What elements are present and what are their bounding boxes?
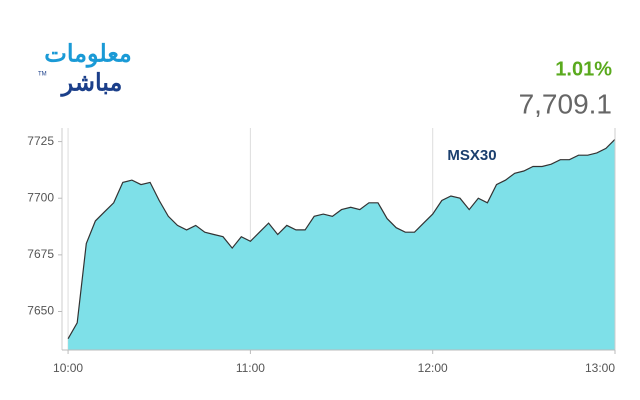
- x-tick-label: 11:00: [236, 361, 265, 375]
- logo-text: مباشر: [60, 69, 123, 97]
- x-tick-label: 13:00: [585, 361, 615, 375]
- area-fill: [68, 139, 616, 350]
- y-tick-label: 7675: [27, 247, 54, 261]
- x-tick-label: 10:00: [53, 361, 83, 375]
- logo-text: معلومات: [44, 40, 132, 68]
- y-tick-label: 7700: [27, 190, 54, 204]
- logo-mark: TM: [38, 72, 47, 78]
- x-tick-label: 12:00: [418, 361, 448, 375]
- series-label: MSX30: [447, 147, 496, 164]
- y-tick-label: 7725: [27, 134, 54, 148]
- y-tick-label: 7650: [27, 304, 54, 318]
- last-value: 7,709.1: [519, 88, 612, 119]
- change-value: 1.01%: [555, 58, 612, 80]
- series-line: [67, 138, 616, 339]
- logo: معلومات مباشر TM: [38, 40, 132, 97]
